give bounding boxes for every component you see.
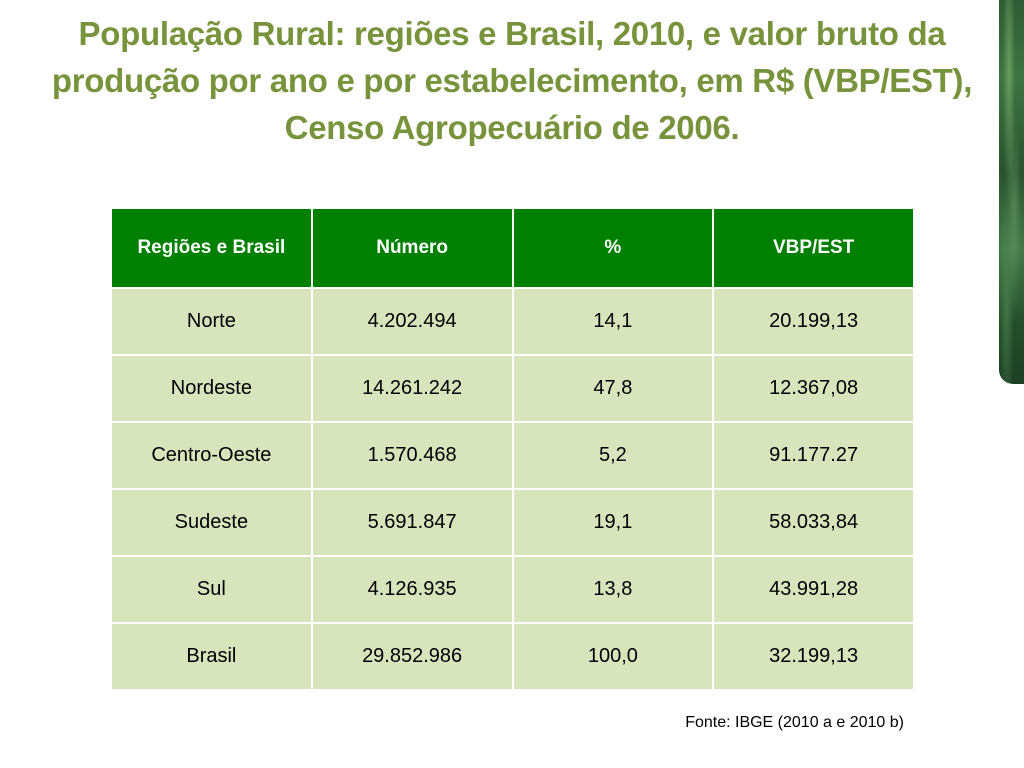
percent-cell: 14,1 xyxy=(511,287,715,356)
column-header-number: Número xyxy=(310,207,514,289)
number-cell: 14.261.242 xyxy=(310,354,514,423)
region-cell: Nordeste xyxy=(110,354,313,423)
percent-cell: 47,8 xyxy=(511,354,715,423)
number-cell: 1.570.468 xyxy=(310,421,514,490)
rural-population-table: Regiões e Brasil Número % VBP/EST Norte … xyxy=(110,207,915,691)
table-row: Centro-Oeste 1.570.468 5,2 91.177.27 xyxy=(110,421,915,490)
number-cell: 4.126.935 xyxy=(310,555,514,624)
table-header-row: Regiões e Brasil Número % VBP/EST xyxy=(110,207,915,289)
column-header-percent: % xyxy=(511,207,715,289)
decorative-image-strip xyxy=(999,0,1024,384)
vbp-est-cell: 43.991,28 xyxy=(712,555,915,624)
slide-title: População Rural: regiões e Brasil, 2010,… xyxy=(51,15,973,146)
region-cell: Sul xyxy=(110,555,313,624)
table-row: Sudeste 5.691.847 19,1 58.033,84 xyxy=(110,488,915,557)
source-note: Fonte: IBGE (2010 a e 2010 b) xyxy=(685,714,904,731)
number-cell: 4.202.494 xyxy=(310,287,514,356)
column-header-region: Regiões e Brasil xyxy=(110,207,313,289)
table-row: Sul 4.126.935 13,8 43.991,28 xyxy=(110,555,915,624)
vbp-est-cell: 12.367,08 xyxy=(712,354,915,423)
table-row-total: Brasil 29.852.986 100,0 32.199,13 xyxy=(110,622,915,691)
percent-cell: 100,0 xyxy=(511,622,715,691)
table-row: Norte 4.202.494 14,1 20.199,13 xyxy=(110,287,915,356)
vbp-est-cell: 20.199,13 xyxy=(712,287,915,356)
region-cell: Sudeste xyxy=(110,488,313,557)
percent-cell: 13,8 xyxy=(511,555,715,624)
number-cell: 5.691.847 xyxy=(310,488,514,557)
region-cell: Centro-Oeste xyxy=(110,421,313,490)
region-cell: Norte xyxy=(110,287,313,356)
percent-cell: 19,1 xyxy=(511,488,715,557)
table-row: Nordeste 14.261.242 47,8 12.367,08 xyxy=(110,354,915,423)
number-cell: 29.852.986 xyxy=(310,622,514,691)
column-header-vbp-est: VBP/EST xyxy=(712,207,915,289)
vbp-est-cell: 58.033,84 xyxy=(712,488,915,557)
vbp-est-cell: 91.177.27 xyxy=(712,421,915,490)
vbp-est-cell: 32.199,13 xyxy=(712,622,915,691)
percent-cell: 5,2 xyxy=(511,421,715,490)
region-cell: Brasil xyxy=(110,622,313,691)
